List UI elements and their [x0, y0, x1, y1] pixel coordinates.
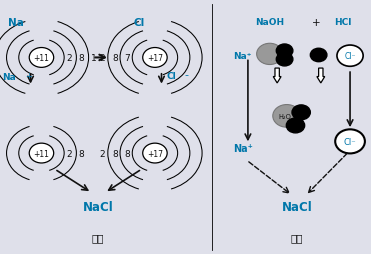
FancyArrow shape — [317, 69, 325, 84]
Text: +17: +17 — [147, 54, 163, 63]
Text: +: + — [312, 18, 321, 28]
Text: 8: 8 — [124, 149, 130, 158]
Circle shape — [292, 105, 310, 120]
Circle shape — [276, 45, 293, 58]
Circle shape — [257, 44, 283, 65]
Text: +17: +17 — [147, 149, 163, 158]
Text: +11: +11 — [33, 149, 49, 158]
Text: 2: 2 — [66, 149, 72, 158]
Circle shape — [29, 48, 54, 68]
Text: +: + — [25, 72, 32, 81]
Text: NaCl: NaCl — [282, 200, 312, 213]
Text: 7: 7 — [124, 54, 130, 63]
Text: HCl: HCl — [334, 18, 351, 27]
Text: Na: Na — [2, 72, 16, 81]
Circle shape — [276, 53, 293, 67]
Circle shape — [29, 144, 54, 163]
Text: 图甲: 图甲 — [92, 234, 105, 243]
Text: Cl: Cl — [133, 18, 144, 28]
Text: 8: 8 — [112, 54, 118, 63]
Text: Cl: Cl — [167, 72, 177, 81]
Text: Na: Na — [8, 18, 24, 28]
Text: Na⁺: Na⁺ — [233, 144, 253, 154]
Text: 图乙: 图乙 — [290, 234, 303, 243]
Text: NaOH: NaOH — [255, 18, 285, 27]
FancyArrow shape — [273, 69, 281, 84]
Text: Cl⁻: Cl⁻ — [344, 52, 356, 61]
Text: 2: 2 — [66, 54, 72, 63]
Text: 1: 1 — [91, 54, 97, 63]
Circle shape — [335, 130, 365, 154]
Circle shape — [337, 46, 363, 67]
Text: 2: 2 — [100, 54, 105, 63]
Circle shape — [273, 105, 301, 128]
Circle shape — [143, 144, 167, 163]
Text: 8: 8 — [79, 149, 85, 158]
Text: 2: 2 — [100, 149, 105, 158]
Circle shape — [143, 48, 167, 68]
Text: NaCl: NaCl — [83, 200, 114, 213]
Text: 8: 8 — [79, 54, 85, 63]
Text: H₂O: H₂O — [278, 114, 291, 119]
Text: 8: 8 — [112, 149, 118, 158]
Circle shape — [286, 119, 305, 133]
Text: -: - — [185, 70, 188, 80]
Text: Na⁺: Na⁺ — [233, 52, 252, 61]
Circle shape — [310, 49, 327, 62]
Text: +11: +11 — [33, 54, 49, 63]
Text: Cl⁻: Cl⁻ — [344, 137, 357, 146]
